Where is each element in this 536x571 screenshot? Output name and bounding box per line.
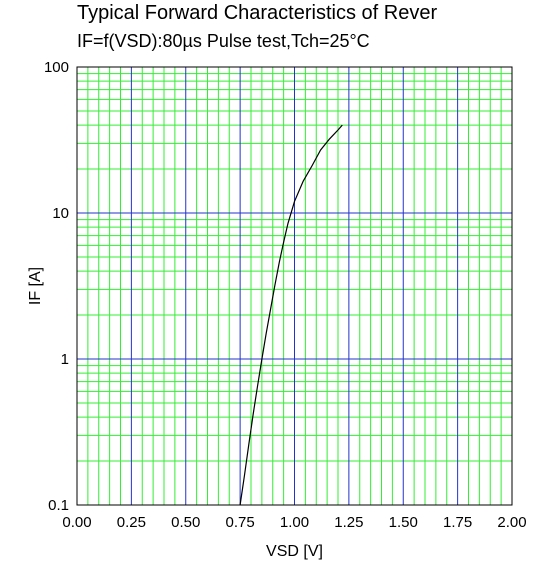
x-axis-label: VSD [V] <box>266 543 323 560</box>
x-tick-label: 2.00 <box>497 514 526 531</box>
y-tick-labels: 0.1 1 10 100 <box>44 59 69 514</box>
y-tick-label: 100 <box>44 59 69 76</box>
x-tick-label: 0.50 <box>171 514 200 531</box>
x-tick-label: 0.75 <box>226 514 255 531</box>
series-layer <box>239 124 343 506</box>
y-tick-label: 10 <box>52 205 69 222</box>
x-tick-label: 1.25 <box>334 514 363 531</box>
x-tick-label: 1.50 <box>389 514 418 531</box>
y-tick-label: 1 <box>61 351 69 368</box>
x-tick-label: 1.00 <box>280 514 309 531</box>
y-axis-label: IF [A] <box>27 267 44 305</box>
x-tick-label: 1.75 <box>443 514 472 531</box>
series-line-0 <box>239 124 343 506</box>
chart-subtitle: IF=f(VSD):80µs Pulse test,Tch=25°C <box>77 31 370 51</box>
x-tick-label: 0.00 <box>62 514 91 531</box>
chart-title: Typical Forward Characteristics of Rever <box>77 2 438 24</box>
x-tick-label: 0.25 <box>117 514 146 531</box>
x-tick-labels: 0.00 0.25 0.50 0.75 1.00 1.25 1.50 1.75 2.00 <box>62 514 526 531</box>
y-tick-label: 0.1 <box>48 497 69 514</box>
plot-frame <box>76 66 513 506</box>
